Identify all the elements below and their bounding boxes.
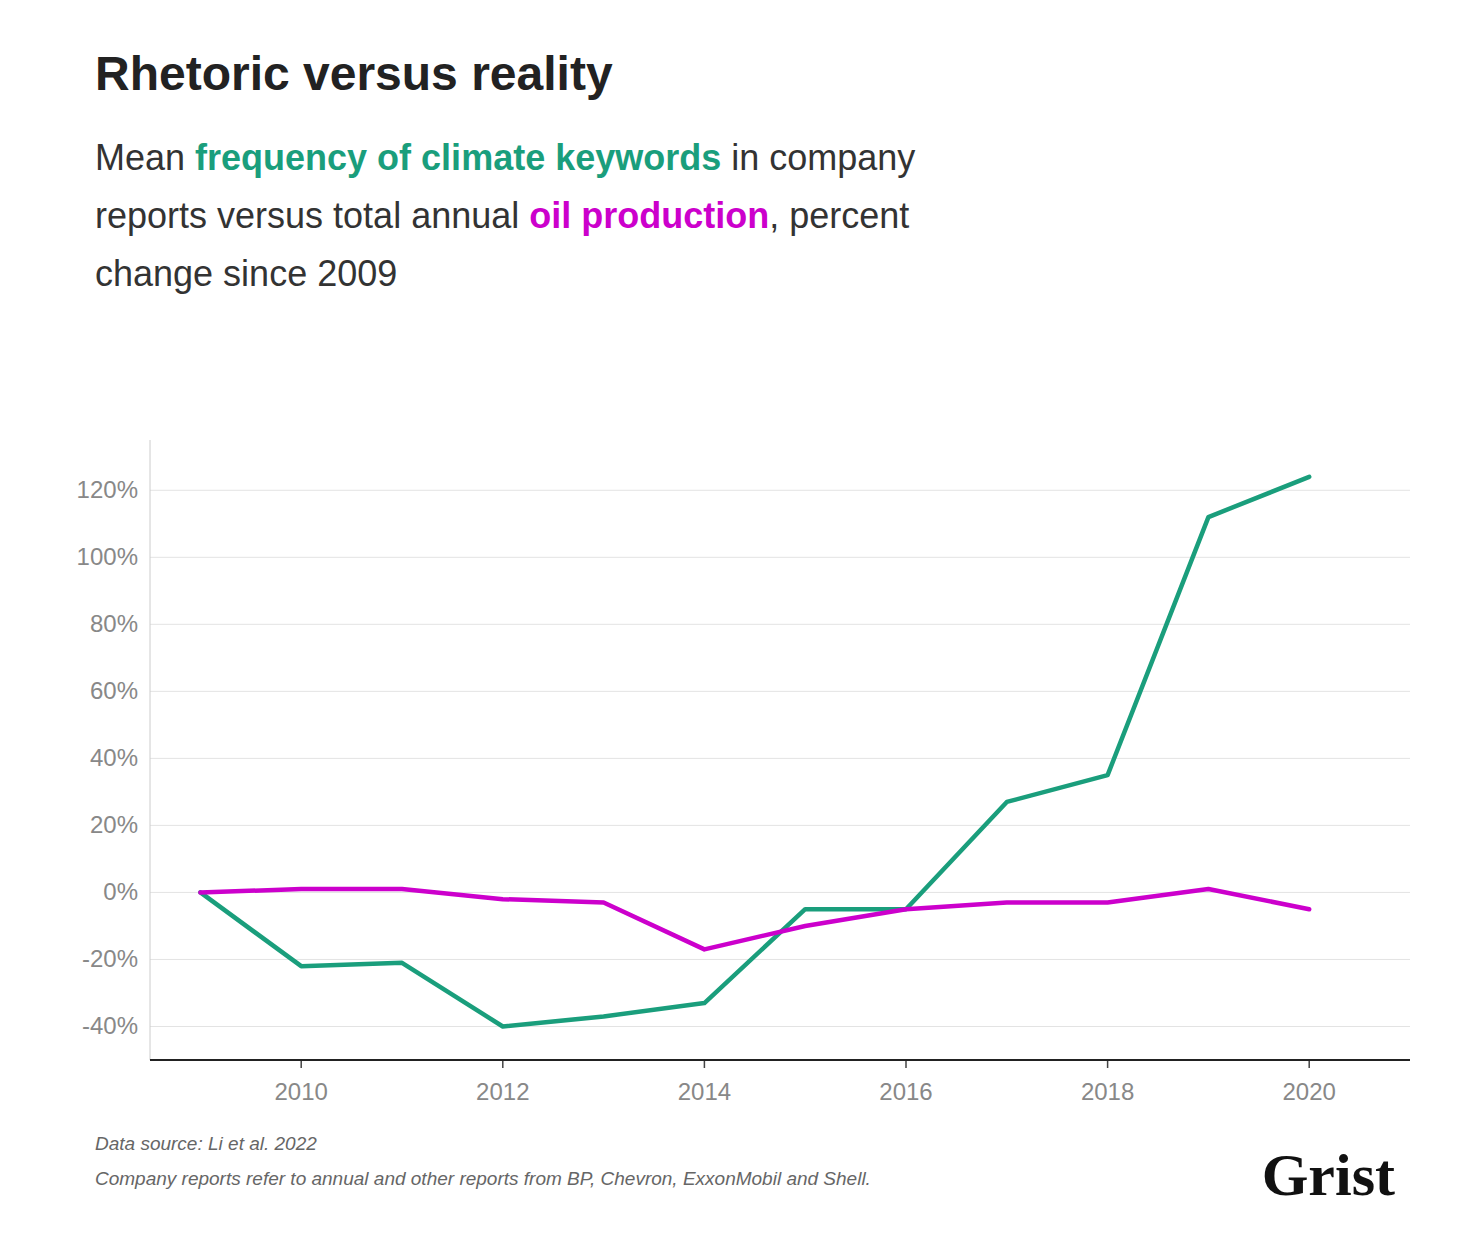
grid-line <box>150 959 1410 960</box>
y-tick-label: 80% <box>90 610 138 637</box>
logo: Grist <box>1262 1142 1395 1208</box>
x-tick <box>1107 1060 1109 1068</box>
grid-line <box>150 490 1410 491</box>
x-tick <box>300 1060 302 1068</box>
x-tick-label: 2018 <box>1081 1078 1134 1105</box>
subtitle-part: Mean <box>95 137 195 178</box>
grid-line <box>150 1026 1410 1027</box>
y-tick-label: 100% <box>77 543 138 570</box>
subtitle-part: , percent <box>769 195 919 236</box>
x-tick-label: 2014 <box>678 1078 731 1105</box>
subtitle-part: in company <box>721 137 925 178</box>
grid-line <box>150 758 1410 759</box>
x-tick <box>502 1060 504 1068</box>
y-tick-label: -20% <box>82 945 138 972</box>
chart: Rhetoric versus reality Mean frequency of… <box>0 0 1459 1250</box>
y-axis-line <box>150 440 151 1060</box>
grid-line <box>150 825 1410 826</box>
x-tick-label: 2020 <box>1283 1078 1336 1105</box>
grid-line <box>150 557 1410 558</box>
series-line <box>200 477 1309 1027</box>
y-tick-label: 0% <box>103 878 138 905</box>
series-line <box>200 889 1309 949</box>
x-tick-label: 2012 <box>476 1078 529 1105</box>
subtitle-part: reports versus total annual <box>95 195 529 236</box>
y-tick-label: 20% <box>90 811 138 838</box>
x-axis-line <box>150 1059 1410 1061</box>
grid-line <box>150 691 1410 692</box>
x-tick-label: 2010 <box>275 1078 328 1105</box>
footnote: Company reports refer to annual and othe… <box>95 1168 871 1189</box>
grid-line <box>150 624 1410 625</box>
x-tick <box>704 1060 706 1068</box>
subtitle-key: oil production <box>529 195 769 236</box>
subtitle: Mean frequency of climate keywords in co… <box>95 137 925 294</box>
y-tick-label: 40% <box>90 744 138 771</box>
title: Rhetoric versus reality <box>95 47 613 100</box>
x-tick <box>905 1060 907 1068</box>
y-tick-label: 120% <box>77 476 138 503</box>
x-tick <box>1308 1060 1310 1068</box>
subtitle-part: change since 2009 <box>95 253 397 294</box>
y-tick-label: 60% <box>90 677 138 704</box>
subtitle-key: frequency of climate keywords <box>195 137 721 178</box>
plot-lines <box>200 477 1309 1027</box>
x-tick-label: 2016 <box>879 1078 932 1105</box>
y-tick-label: -40% <box>82 1012 138 1039</box>
source-note: Data source: Li et al. 2022 <box>95 1133 317 1154</box>
